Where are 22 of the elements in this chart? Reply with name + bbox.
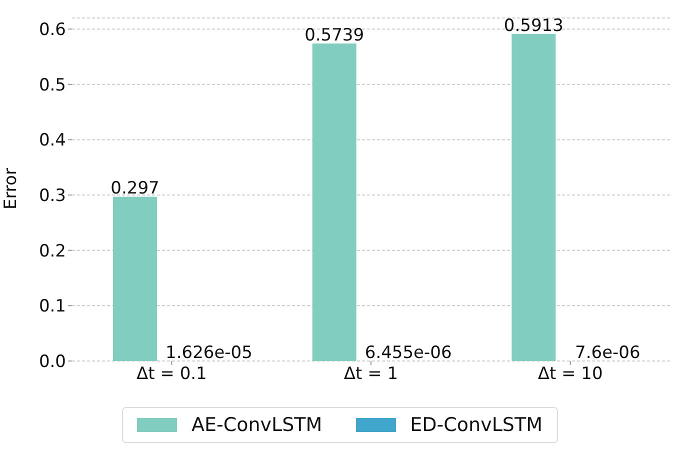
bar (312, 44, 356, 361)
y-tick-label: 0.5 (38, 75, 66, 96)
y-tick-label: 0.2 (38, 241, 66, 262)
y-tick-label: 0.3 (38, 186, 66, 206)
legend-label: ED-ConvLSTM (410, 414, 542, 436)
x-tick-label: Δt = 10 (538, 364, 603, 384)
x-tick-label: Δt = 0.1 (136, 364, 207, 384)
y-tick-label: 0.0 (38, 352, 66, 372)
x-tick-label: Δt = 1 (344, 364, 398, 384)
data-label: 0.5913 (504, 16, 564, 36)
y-axis-title: Error (1, 168, 22, 210)
y-tick-label: 0.4 (38, 130, 66, 151)
data-label: 7.6e-06 (575, 342, 640, 363)
data-label: 0.5739 (304, 26, 364, 46)
bar (512, 34, 556, 361)
legend-label: AE-ConvLSTM (191, 414, 322, 436)
y-tick-label: 0.1 (38, 296, 66, 317)
data-label: 0.297 (110, 178, 160, 199)
data-label: 1.626e-05 (166, 342, 252, 363)
data-label: 6.455e-06 (364, 342, 452, 363)
y-tick-label: 0.6 (38, 20, 66, 40)
bar (113, 196, 157, 361)
